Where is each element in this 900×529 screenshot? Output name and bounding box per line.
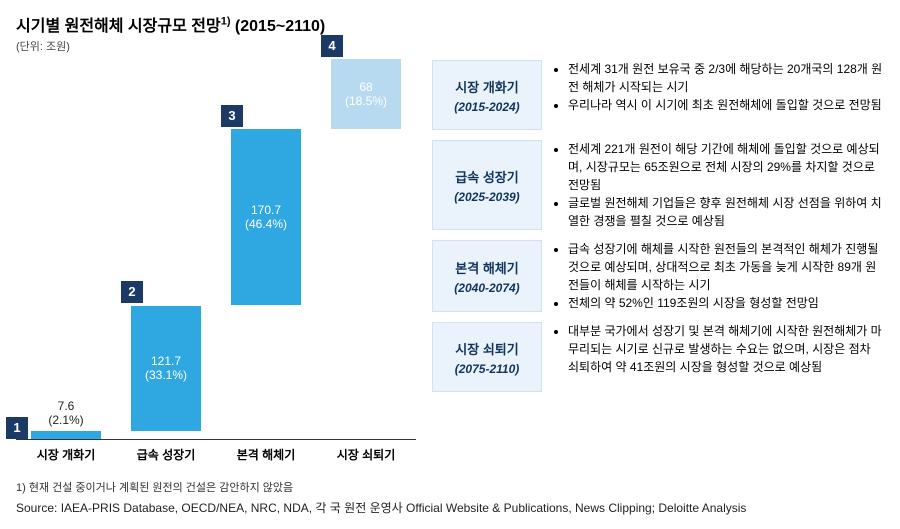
x-axis: 시장 개화기급속 성장기본격 해체기시장 쇠퇴기 bbox=[16, 446, 416, 463]
stage-box: 시장 쇠퇴기 (2075-2110) bbox=[432, 322, 542, 392]
stage-period: (2040-2074) bbox=[454, 281, 519, 295]
description-panel: 시장 개화기 (2015-2024) 전세계 31개 원전 보유국 중 2/3에 해… bbox=[432, 60, 884, 463]
bar-marker: 2 bbox=[121, 281, 143, 303]
x-tick-label: 시장 개화기 bbox=[16, 446, 116, 463]
main-container: 17.6(2.1%)2121.7(33.1%)3170.7(46.4%)468(… bbox=[16, 60, 884, 463]
x-tick-label: 본격 해체기 bbox=[216, 446, 316, 463]
stage-row: 시장 개화기 (2015-2024) 전세계 31개 원전 보유국 중 2/3에 해… bbox=[432, 60, 884, 130]
source-text: Source: IAEA-PRIS Database, OECD/NEA, NR… bbox=[16, 499, 884, 516]
waterfall-chart: 17.6(2.1%)2121.7(33.1%)3170.7(46.4%)468(… bbox=[16, 60, 416, 440]
stage-box: 본격 해체기 (2040-2074) bbox=[432, 240, 542, 312]
chart-panel: 17.6(2.1%)2121.7(33.1%)3170.7(46.4%)468(… bbox=[16, 60, 416, 463]
bullet-item: 전세계 221개 원전이 해당 기간에 해체에 돌입할 것으로 예상되며, 시장… bbox=[568, 140, 884, 194]
stage-box: 시장 개화기 (2015-2024) bbox=[432, 60, 542, 130]
stage-bullets: 대부분 국가에서 성장기 및 본격 해체기에 시작한 원전해체가 마무리되는 시… bbox=[552, 322, 884, 392]
stage-name: 급속 성장기 bbox=[455, 167, 518, 186]
stage-bullets: 전세계 221개 원전이 해당 기간에 해체에 돌입할 것으로 예상되며, 시장… bbox=[552, 140, 884, 230]
stage-bullets: 급속 성장기에 해체를 시작한 원전들의 본격적인 해체가 진행될 것으로 예상… bbox=[552, 240, 884, 312]
stage-name: 본격 해체기 bbox=[455, 258, 518, 277]
stage-bullets: 전세계 31개 원전 보유국 중 2/3에 해당하는 20개국의 128개 원전… bbox=[552, 60, 884, 130]
bar-value-label: 68(18.5%) bbox=[316, 80, 416, 108]
stage-period: (2015-2024) bbox=[454, 100, 519, 114]
title-main: 시기별 원전해체 시장규모 전망 bbox=[16, 18, 221, 35]
bar-value-label: 170.7(46.4%) bbox=[216, 203, 316, 231]
bar-marker: 3 bbox=[221, 105, 243, 127]
stage-name: 시장 개화기 bbox=[455, 77, 518, 96]
stage-row: 급속 성장기 (2025-2039) 전세계 221개 원전이 해당 기간에 해체에… bbox=[432, 140, 884, 230]
bar-value-label: 121.7(33.1%) bbox=[116, 354, 216, 382]
bar bbox=[31, 431, 101, 439]
stage-row: 본격 해체기 (2040-2074) 급속 성장기에 해체를 시작한 원전들의 본격… bbox=[432, 240, 884, 312]
x-tick-label: 급속 성장기 bbox=[116, 446, 216, 463]
bar-value-label: 7.6(2.1%) bbox=[16, 399, 116, 427]
stage-period: (2075-2110) bbox=[455, 362, 520, 376]
unit-label: (단위: 조원) bbox=[16, 38, 884, 54]
bullet-item: 글로벌 원전해체 기업들은 향후 원전해체 시장 선점을 위하여 치열한 경쟁을… bbox=[568, 194, 884, 230]
stage-name: 시장 쇠퇴기 bbox=[455, 339, 518, 358]
footnote-text: 1) 현재 건설 중이거나 계획된 원전의 건설은 감안하지 않았음 bbox=[16, 479, 884, 495]
bullet-item: 전체의 약 52%인 119조원의 시장을 형성할 전망임 bbox=[568, 294, 884, 312]
bullet-item: 우리나라 역시 이 시기에 최초 원전해체에 돌입할 것으로 전망됨 bbox=[568, 96, 884, 114]
stage-row: 시장 쇠퇴기 (2075-2110) 대부분 국가에서 성장기 및 본격 해체기에 … bbox=[432, 322, 884, 392]
bullet-item: 전세계 31개 원전 보유국 중 2/3에 해당하는 20개국의 128개 원전… bbox=[568, 60, 884, 96]
stage-box: 급속 성장기 (2025-2039) bbox=[432, 140, 542, 230]
bullet-item: 급속 성장기에 해체를 시작한 원전들의 본격적인 해체가 진행될 것으로 예상… bbox=[568, 240, 884, 294]
stage-period: (2025-2039) bbox=[454, 190, 519, 204]
title-period: (2015~2110) bbox=[230, 18, 325, 35]
bar-marker: 4 bbox=[321, 35, 343, 57]
page-title: 시기별 원전해체 시장규모 전망1) (2015~2110) bbox=[16, 12, 884, 36]
bullet-item: 대부분 국가에서 성장기 및 본격 해체기에 시작한 원전해체가 마무리되는 시… bbox=[568, 322, 884, 376]
x-tick-label: 시장 쇠퇴기 bbox=[316, 446, 416, 463]
